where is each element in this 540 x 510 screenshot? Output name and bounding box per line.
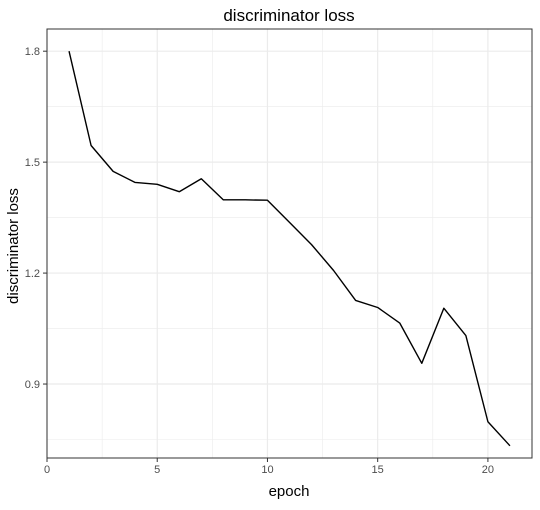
- y-axis: 0.9 1.2 1.5 1.8: [25, 46, 47, 391]
- grid-lines: [46, 29, 532, 458]
- panel-border: [46, 28, 533, 459]
- chart-title: discriminator loss: [223, 6, 354, 25]
- x-axis: 0 5 10 15 20: [44, 458, 494, 476]
- x-tick-label: 10: [261, 464, 273, 476]
- x-tick-label: 5: [154, 464, 160, 476]
- series-line-discriminator-loss: [68, 51, 511, 447]
- series-layer: [68, 51, 511, 447]
- y-tick-label: 1.5: [25, 157, 40, 169]
- x-tick-label: 0: [44, 464, 50, 476]
- x-tick-label: 20: [482, 464, 494, 476]
- x-tick-label: 15: [372, 464, 384, 476]
- y-axis-label: discriminator loss: [5, 188, 22, 304]
- y-tick-label: 1.8: [25, 46, 40, 58]
- y-tick-label: 0.9: [25, 379, 40, 391]
- x-axis-label: epoch: [269, 483, 310, 500]
- y-tick-label: 1.2: [25, 268, 40, 280]
